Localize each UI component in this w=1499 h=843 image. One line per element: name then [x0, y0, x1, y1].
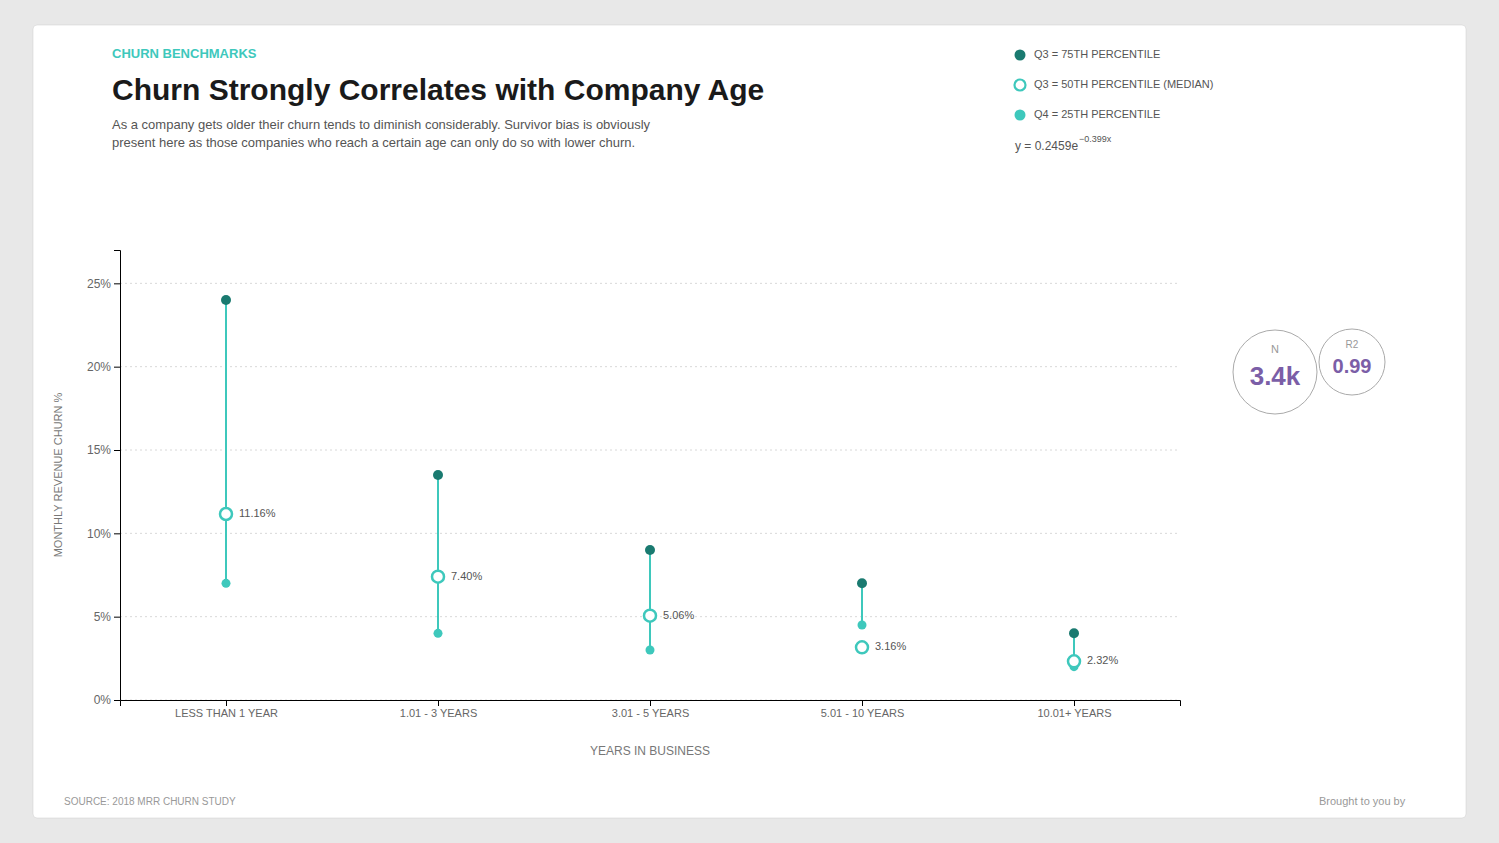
x-tick-label: 3.01 - 5 YEARS [612, 707, 689, 719]
point [1068, 655, 1080, 667]
x-tick: 10.01+ YEARS [1037, 700, 1111, 719]
point [645, 545, 655, 555]
y-tick: 25% [87, 277, 120, 291]
point [221, 295, 231, 305]
formula: y = 0.2459e [1015, 139, 1078, 153]
data-label: 7.40% [451, 570, 482, 582]
grid [120, 283, 1180, 700]
grid-line [120, 450, 1180, 451]
y-tick: 10% [87, 527, 120, 541]
x-axis-line [121, 701, 1181, 707]
data-label: 3.16% [875, 640, 906, 652]
y-tick-label: 20% [87, 360, 111, 374]
x-tick-label: 5.01 - 10 YEARS [821, 707, 905, 719]
x-axis: LESS THAN 1 YEAR 1.01 - 3 YEARS 3.01 - 5 Y… [121, 700, 1181, 719]
kicker: CHURN BENCHMARKS [112, 46, 257, 61]
range-line [437, 475, 439, 633]
x-tick-label: 10.01+ YEARS [1037, 707, 1111, 719]
data-label: 2.32% [1087, 654, 1118, 666]
y-tick: 0% [94, 693, 120, 707]
legend-marker [1015, 50, 1026, 61]
point [432, 571, 444, 583]
x-tick: 3.01 - 5 YEARS [612, 700, 689, 719]
range-line [225, 300, 227, 583]
r2-label: R2 [1346, 339, 1359, 350]
grid-line [120, 366, 1180, 367]
plot-marks [220, 295, 1080, 671]
y-tick-mark [114, 533, 120, 534]
card [33, 25, 1466, 818]
x-tick-mark [438, 700, 439, 706]
x-tick-mark [650, 700, 651, 706]
y-tick-label: 25% [87, 277, 111, 291]
y-tick-mark [114, 700, 120, 701]
legend-marker [1015, 110, 1026, 121]
x-tick-mark [226, 700, 227, 706]
data-label: 5.06% [663, 609, 694, 621]
x-tick: 1.01 - 3 YEARS [400, 700, 477, 719]
range-line [861, 583, 863, 625]
r2-value: 0.99 [1333, 355, 1372, 377]
data-labels: 11.16% 7.40% 5.06% 3.16% 2.32% [239, 507, 1118, 666]
point [857, 578, 867, 588]
point [644, 610, 656, 622]
n-label: N [1271, 343, 1279, 355]
y-tick-label: 0% [94, 693, 112, 707]
y-tick: 20% [87, 360, 120, 374]
title: Churn Strongly Correlates with Company A… [112, 73, 764, 106]
range-line [649, 550, 651, 650]
subtitle: present here as those companies who reac… [112, 135, 635, 150]
formula-exponent: −0.399x [1079, 134, 1112, 144]
point [434, 629, 443, 638]
point [1069, 628, 1079, 638]
legend-entry: Q3 = 75TH PERCENTILE [1034, 48, 1160, 60]
y-tick-mark [114, 617, 120, 618]
grid-line [120, 283, 1180, 284]
point [220, 508, 232, 520]
point [222, 579, 231, 588]
point [858, 621, 867, 630]
legend: Q3 = 75TH PERCENTILE Q3 = 50TH PERCENTILE… [1015, 48, 1214, 121]
point [433, 470, 443, 480]
point [646, 646, 655, 655]
x-tick-mark [1074, 700, 1075, 706]
legend-entry: Q3 = 50TH PERCENTILE (MEDIAN) [1034, 78, 1213, 90]
x-tick: 5.01 - 10 YEARS [821, 700, 905, 719]
y-tick-mark [114, 450, 120, 451]
grid-line [120, 533, 1180, 534]
x-tick-label: 1.01 - 3 YEARS [400, 707, 477, 719]
legend-marker [1015, 80, 1026, 91]
chart-svg: CHURN BENCHMARKS Churn Strongly Correlate… [0, 0, 1499, 843]
x-tick-label: LESS THAN 1 YEAR [175, 707, 278, 719]
n-value: 3.4k [1250, 361, 1301, 391]
y-tick-mark [114, 283, 120, 284]
legend-entry: Q4 = 25TH PERCENTILE [1034, 108, 1160, 120]
r2-bubble [1319, 329, 1385, 395]
subtitle: As a company gets older their churn tend… [112, 117, 651, 132]
y-tick: 15% [87, 443, 120, 457]
x-tick: LESS THAN 1 YEAR [175, 700, 278, 719]
y-tick: 5% [94, 610, 120, 624]
source: SOURCE: 2018 MRR CHURN STUDY [64, 796, 236, 807]
y-axis-title: MONTHLY REVENUE CHURN % [52, 392, 64, 557]
credit: Brought to you by [1319, 795, 1406, 807]
y-tick-label: 5% [94, 610, 112, 624]
x-tick-mark [862, 700, 863, 706]
data-label: 11.16% [239, 507, 276, 519]
y-tick-label: 15% [87, 443, 111, 457]
n-bubble [1233, 330, 1317, 414]
y-axis-line [114, 251, 121, 701]
point [856, 641, 868, 653]
x-axis-title: YEARS IN BUSINESS [590, 744, 710, 758]
y-axis: 0% 5% 10% 15% 20% 25% [87, 251, 121, 708]
y-tick-label: 10% [87, 527, 111, 541]
y-tick-mark [114, 367, 120, 368]
